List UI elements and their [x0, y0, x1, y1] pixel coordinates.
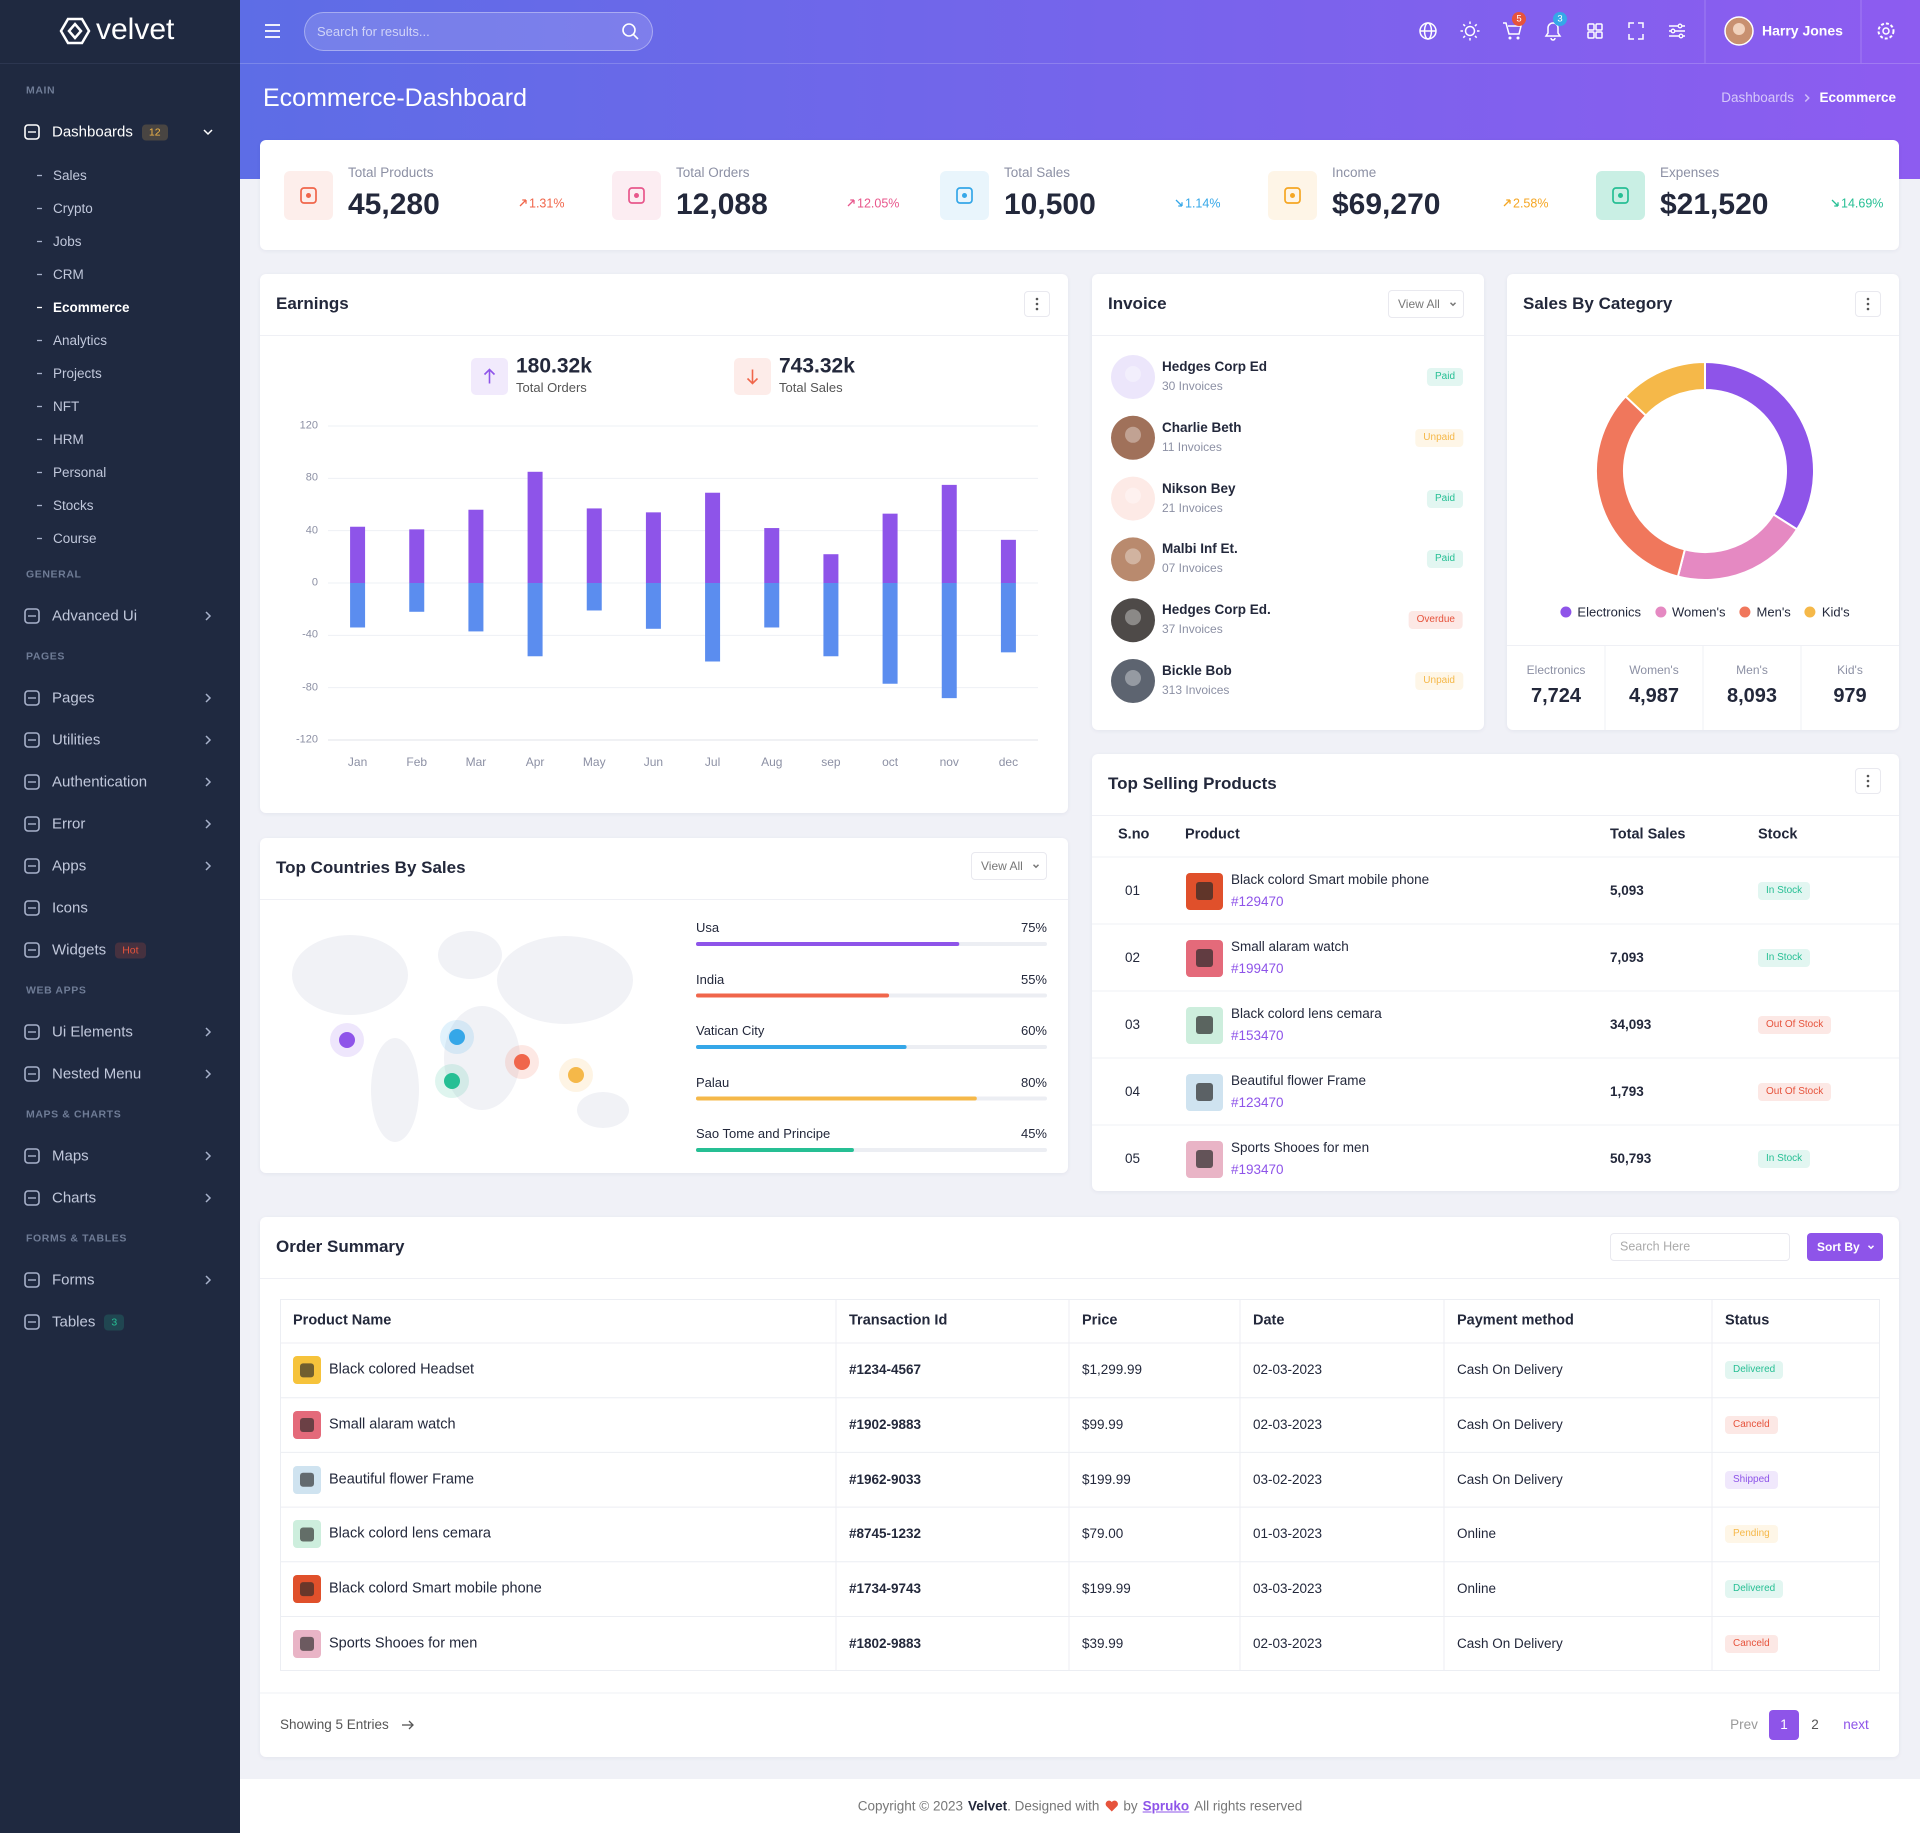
order-thumbnail: [293, 1465, 321, 1494]
invoice-card: [1092, 274, 1484, 730]
summary-icon-box: [471, 358, 508, 395]
stat-icon-box: [284, 171, 333, 220]
nav-item[interactable]: [10, 889, 230, 927]
stat-icon-box: [1596, 171, 1645, 220]
header-icon-button[interactable]: [1454, 15, 1486, 47]
order-thumbnail: [293, 1411, 321, 1440]
earnings-card: [260, 274, 1068, 813]
search-box[interactable]: [304, 12, 653, 51]
header-icon-button[interactable]: [1578, 15, 1610, 47]
view-all-button[interactable]: [971, 852, 1047, 880]
more-button[interactable]: [1855, 768, 1881, 794]
order-thumbnail: [293, 1575, 321, 1604]
nav-item[interactable]: [10, 113, 230, 151]
stat-icon-box: [940, 171, 989, 220]
more-button[interactable]: [1855, 291, 1881, 317]
top-selling-card: [1092, 754, 1899, 1191]
header-icon-button[interactable]: [1496, 15, 1528, 47]
product-thumbnail: [1186, 1141, 1223, 1178]
order-thumbnail: [293, 1629, 321, 1658]
nav-item[interactable]: [10, 597, 230, 635]
nav-item[interactable]: [10, 805, 230, 843]
product-thumbnail: [1186, 1007, 1223, 1044]
nav-item[interactable]: [10, 763, 230, 801]
order-summary-card: [260, 1217, 1899, 1757]
product-thumbnail: [1186, 873, 1223, 910]
stats-card: [260, 140, 1899, 250]
countries-card: [260, 838, 1068, 1173]
nav-item[interactable]: [10, 679, 230, 717]
product-thumbnail: [1186, 940, 1223, 977]
nav-item[interactable]: [10, 1137, 230, 1175]
nav-item[interactable]: [10, 1261, 230, 1299]
stat-icon-box: [1268, 171, 1317, 220]
header-icon-button[interactable]: [1661, 15, 1693, 47]
sidebar: [0, 0, 240, 1833]
sort-button[interactable]: [1807, 1233, 1883, 1261]
stat-icon-box: [612, 171, 661, 220]
nav-item[interactable]: [10, 931, 230, 969]
order-search[interactable]: [1610, 1233, 1790, 1261]
nav-item[interactable]: [10, 1303, 230, 1341]
nav-item[interactable]: [10, 1013, 230, 1051]
more-button[interactable]: [1024, 291, 1050, 317]
view-all-button[interactable]: [1388, 290, 1464, 318]
nav-item[interactable]: [10, 1055, 230, 1093]
settings-button[interactable]: [1870, 15, 1902, 47]
order-table: [280, 1299, 1880, 1671]
footer: [240, 1779, 1920, 1833]
order-thumbnail: [293, 1520, 321, 1549]
category-card: [1507, 274, 1899, 730]
product-thumbnail: [1186, 1074, 1223, 1111]
header-icon-button[interactable]: [1620, 15, 1652, 47]
header-icon-button[interactable]: [1412, 15, 1444, 47]
summary-icon-box: [734, 358, 771, 395]
user-menu[interactable]: [1715, 10, 1855, 52]
page-button-active[interactable]: [1769, 1710, 1799, 1740]
header-icon-button[interactable]: [1537, 15, 1569, 47]
nav-item[interactable]: [10, 721, 230, 759]
nav-item[interactable]: [10, 847, 230, 885]
nav-item[interactable]: [10, 1179, 230, 1217]
menu-toggle[interactable]: [258, 16, 288, 46]
order-thumbnail: [293, 1356, 321, 1385]
